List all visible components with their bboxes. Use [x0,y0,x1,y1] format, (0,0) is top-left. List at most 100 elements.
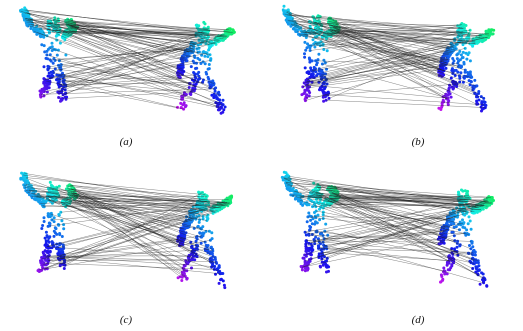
cloud-point [469,74,473,78]
correspondence-line [321,41,447,61]
cloud-point [293,197,297,201]
cloud-point [209,45,213,49]
cloud-point [463,213,467,217]
cloud-point [306,246,310,250]
cloud-point [318,264,322,268]
cloud-point [220,207,224,211]
cloud-point [210,251,214,255]
correspondence-line [328,21,458,26]
cloud-point [441,98,445,102]
correspondence-line [26,12,190,53]
cloud-point [451,61,455,65]
correspondence-line [292,194,470,198]
cloud-point [327,269,330,273]
cloud-point [189,65,193,69]
cloud-point [304,233,308,237]
cloud-point [61,247,64,251]
cloud-point [318,86,322,90]
cloud-point [456,253,460,257]
panel-b-plot [281,4,496,113]
cloud-point [197,24,201,28]
cloud-point [62,227,66,231]
correspondence-line [295,191,464,202]
cloud-point [49,212,52,216]
correspondence-line [333,27,443,77]
correspondence-line [335,188,461,225]
cloud-point [58,232,62,235]
correspondence-line [48,199,187,222]
correspondence-line [321,223,464,254]
correspondence-line [64,200,187,279]
cloud-point [206,217,210,220]
cloud-point [475,99,479,103]
correspondence-line [58,195,182,242]
correspondence-line [308,204,482,235]
correspondence-line [45,235,203,258]
cloud-point [62,267,66,270]
correspondence-line [323,214,479,261]
correspondence-line [332,20,441,69]
cloud-point [309,68,313,72]
cloud-point [322,99,326,103]
panel-b-source-cloud [281,4,341,103]
cloud-point [192,61,196,65]
cloud-point [42,202,46,206]
correspondence-line [66,24,215,84]
cloud-point [297,32,300,36]
cloud-point [58,66,62,70]
cloud-point [46,214,50,218]
panel-c-source-cloud [19,171,80,273]
cloud-point [452,234,456,238]
cloud-point [311,217,315,221]
cloud-point [449,95,453,99]
correspondence-line [26,177,206,195]
cloud-point [199,241,203,245]
correspondence-line [330,31,450,55]
correspondence-line [28,190,228,203]
cloud-point [321,202,325,205]
cloud-point [464,51,468,55]
cloud-point [312,65,316,69]
cloud-point [40,268,44,272]
correspondence-line [50,37,224,79]
correspondence-line [31,22,207,33]
cloud-point [458,76,462,80]
correspondence-line [72,194,184,269]
cloud-point [48,53,52,57]
cloud-point [203,51,207,54]
cloud-point [196,78,200,81]
cloud-point [300,32,304,36]
correspondence-line [28,182,202,230]
correspondence-line [46,81,184,110]
cloud-point [475,41,479,45]
cloud-point [64,53,68,57]
correspondence-line [75,197,193,221]
correspondence-line [286,182,489,202]
cloud-point [473,209,477,213]
cloud-point [289,24,293,28]
cloud-point [181,234,185,238]
cloud-point [466,222,470,226]
cloud-point [460,188,463,192]
cloud-point [454,225,458,229]
correspondence-line [55,21,217,39]
cloud-point [49,59,53,63]
correspondence-line [28,189,216,213]
cloud-point [307,56,311,60]
cloud-point [325,49,329,53]
cloud-point [466,71,470,74]
correspondence-line [63,209,214,257]
cloud-point [46,74,50,78]
correspondence-line [68,25,194,48]
cloud-point [321,263,325,267]
cloud-point [219,278,222,282]
cloud-point [224,32,228,36]
cloud-point [309,218,313,222]
cloud-point [27,188,31,192]
correspondence-line [313,189,488,199]
cloud-point [193,258,197,262]
correspondence-line [305,48,466,85]
cloud-point [284,174,288,178]
cloud-point [52,234,56,238]
cloud-point [304,78,308,82]
